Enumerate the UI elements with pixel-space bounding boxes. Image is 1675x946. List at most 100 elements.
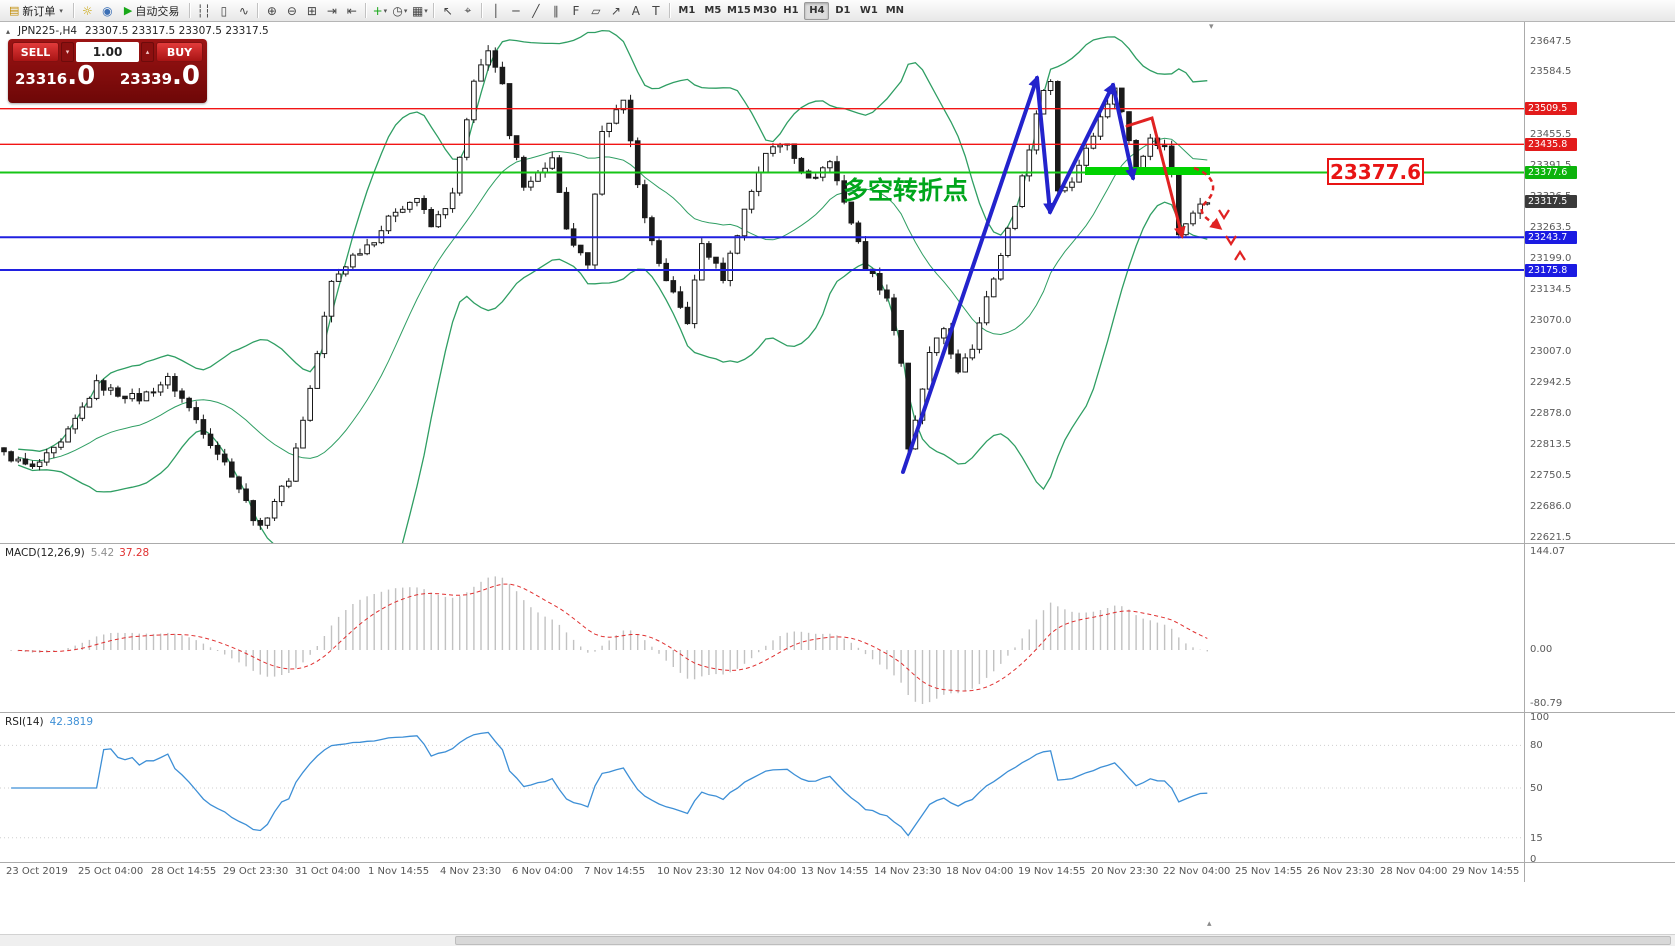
price-axis-label: 23007.0 xyxy=(1530,346,1572,357)
auto-trading-button[interactable]: ▶ 自动交易 xyxy=(118,1,185,20)
periods-icon-glyph: ◷ xyxy=(392,3,403,18)
profiles-icon[interactable]: ☼ xyxy=(78,1,97,20)
periods-icon[interactable]: ◷ ▾ xyxy=(390,1,409,20)
time-axis-label: 26 Nov 23:30 xyxy=(1307,866,1375,877)
time-axis-label: 20 Nov 23:30 xyxy=(1091,866,1159,877)
time-axis-label: 29 Nov 14:55 xyxy=(1452,866,1520,877)
time-axis-label: 28 Nov 04:00 xyxy=(1380,866,1448,877)
price-axis-tag: 23317.5 xyxy=(1525,195,1577,208)
text-icon-glyph: A xyxy=(631,3,640,18)
chart-title-bar: ▴ JPN225-,H4 23307.5 23317.5 23307.5 233… xyxy=(6,25,269,37)
turning-point-annotation[interactable]: 多空转折点 xyxy=(843,176,968,205)
templates-icon[interactable]: ▦ ▾ xyxy=(410,1,429,20)
indicators-icon[interactable]: + ▾ xyxy=(370,1,389,20)
buy-button[interactable]: BUY xyxy=(156,42,203,62)
timeframe-d1-button[interactable]: D1 xyxy=(835,5,851,16)
timeframe-m5-button[interactable]: M5 xyxy=(704,5,722,16)
time-axis-label: 6 Nov 04:00 xyxy=(512,866,574,877)
new-order-button[interactable]: ▤ 新订单 ▾ xyxy=(3,1,69,20)
auto-scroll-icon-glyph: ⇥ xyxy=(326,3,337,18)
price-axis-label: 22750.5 xyxy=(1530,470,1572,481)
macd-panel-separator[interactable] xyxy=(0,543,1675,544)
chart-shift-marker-icon[interactable]: ▾ xyxy=(1209,22,1214,32)
time-axis-label: 25 Nov 14:55 xyxy=(1235,866,1303,877)
rsi-axis-label: 80 xyxy=(1530,740,1543,751)
price-axis-tag: 23243.7 xyxy=(1525,231,1577,244)
rsi-axis-label: 50 xyxy=(1530,783,1543,794)
fibonacci-icon-glyph: F xyxy=(572,3,580,18)
collapse-icon[interactable]: ▴ xyxy=(6,26,11,36)
bar-chart-icon[interactable]: ┆┆ xyxy=(194,1,213,20)
time-axis-label: 23 Oct 2019 xyxy=(6,866,68,877)
auto-trading-button-label: 自动交易 xyxy=(135,4,180,18)
new-order-button-label: 新订单 xyxy=(22,4,56,18)
line-chart-icon[interactable]: ∿ xyxy=(234,1,253,20)
volume-up-caret-icon[interactable]: ▴ xyxy=(141,42,154,62)
fibonacci-icon[interactable]: F xyxy=(566,1,585,20)
candlestick-chart-icon[interactable]: ▯ xyxy=(214,1,233,20)
cursor-icon[interactable]: ↖ xyxy=(438,1,457,20)
price-axis-tag: 23175.8 xyxy=(1525,264,1577,277)
sell-menu-caret-icon[interactable]: ▾ xyxy=(61,42,74,62)
macd-axis-label: -80.79 xyxy=(1530,698,1563,709)
trendline-icon-glyph: ╱ xyxy=(532,3,540,18)
time-axis-label: 4 Nov 23:30 xyxy=(440,866,502,877)
timeframe-m1-button[interactable]: M1 xyxy=(678,5,696,16)
horizontal-scrollbar[interactable] xyxy=(0,934,1675,946)
vertical-line-icon[interactable]: │ xyxy=(486,1,505,20)
rsi-name: RSI(14) xyxy=(5,716,44,728)
sell-price-main: 23316 xyxy=(15,70,68,88)
timeframe-h4-button[interactable]: H4 xyxy=(804,1,830,20)
periods-icon-caret-icon: ▾ xyxy=(403,6,408,15)
price-axis-label: 22878.0 xyxy=(1530,408,1572,419)
time-axis-label: 13 Nov 14:55 xyxy=(801,866,869,877)
price-axis-tag: 23435.8 xyxy=(1525,138,1577,151)
indicators-icon-caret-icon: ▾ xyxy=(383,6,388,15)
cursor-icon-glyph: ↖ xyxy=(442,3,453,18)
price-axis-label: 23584.5 xyxy=(1530,66,1572,77)
timeframe-h1-button[interactable]: H1 xyxy=(783,5,799,16)
rsi-indicator-panel[interactable] xyxy=(0,713,1524,862)
channel-icon[interactable]: ∥ xyxy=(546,1,565,20)
text-icon[interactable]: A xyxy=(626,1,645,20)
timeframe-m30-button[interactable]: M30 xyxy=(752,5,777,16)
zoom-in-icon[interactable]: ⊕ xyxy=(262,1,281,20)
sell-price[interactable]: 23316 .0 xyxy=(15,63,95,89)
sell-button[interactable]: SELL xyxy=(12,42,59,62)
rsi-panel-separator[interactable] xyxy=(0,712,1675,713)
tile-windows-icon[interactable]: ⊞ xyxy=(302,1,321,20)
timeframe-m15-button[interactable]: M15 xyxy=(726,5,751,16)
chart-shift-icon[interactable]: ⇤ xyxy=(342,1,361,20)
toolbar-separator xyxy=(257,3,259,18)
rsi-axis-label: 0 xyxy=(1530,854,1537,865)
horizontal-line-icon[interactable]: ─ xyxy=(506,1,525,20)
timeframe-mn-button[interactable]: MN xyxy=(885,5,905,16)
main-price-chart[interactable]: 多空转折点 xyxy=(0,22,1524,543)
time-axis-label: 12 Nov 04:00 xyxy=(729,866,797,877)
toolbar: ▤ 新订单 ▾ ☼ ◉ ▶ 自动交易 ┆┆ ▯ ∿ ⊕ ⊖ ⊞ ⇥ ⇤ + ▾ ◷ ▾ ▦ ▾ ↖ ⌖ │ ─ ╱ ∥ F ▱ ↗ A T M1… xyxy=(0,0,1675,22)
auto-trading-glyph: ▶ xyxy=(123,4,133,17)
toolbar-separator xyxy=(669,3,671,18)
candlestick-chart-icon-glyph: ▯ xyxy=(220,3,228,18)
arrows-icon[interactable]: ↗ xyxy=(606,1,625,20)
market-watch-icon-glyph: ◉ xyxy=(102,3,113,18)
price-axis-label: 23647.5 xyxy=(1530,36,1572,47)
macd-indicator-panel[interactable] xyxy=(0,544,1524,712)
auto-scroll-icon[interactable]: ⇥ xyxy=(322,1,341,20)
volume-input[interactable]: 1.00 xyxy=(76,42,139,62)
scrollbar-thumb[interactable] xyxy=(455,936,1671,945)
toolbar-separator xyxy=(189,3,191,18)
text-label-icon[interactable]: T xyxy=(646,1,665,20)
time-axis-label: 25 Oct 04:00 xyxy=(78,866,144,877)
timeframe-w1-button[interactable]: W1 xyxy=(859,5,878,16)
trendline-icon[interactable]: ╱ xyxy=(526,1,545,20)
price-axis-label: 22686.0 xyxy=(1530,501,1572,512)
price-callout-box[interactable]: 23377.6 xyxy=(1327,158,1424,185)
horizontal-line-icon-glyph: ─ xyxy=(512,3,520,18)
market-watch-icon[interactable]: ◉ xyxy=(98,1,117,20)
price-axis-label: 23199.0 xyxy=(1530,253,1572,264)
crosshair-icon[interactable]: ⌖ xyxy=(458,1,477,20)
shapes-icon[interactable]: ▱ xyxy=(586,1,605,20)
buy-price[interactable]: 23339 .0 xyxy=(120,63,200,89)
zoom-out-icon[interactable]: ⊖ xyxy=(282,1,301,20)
